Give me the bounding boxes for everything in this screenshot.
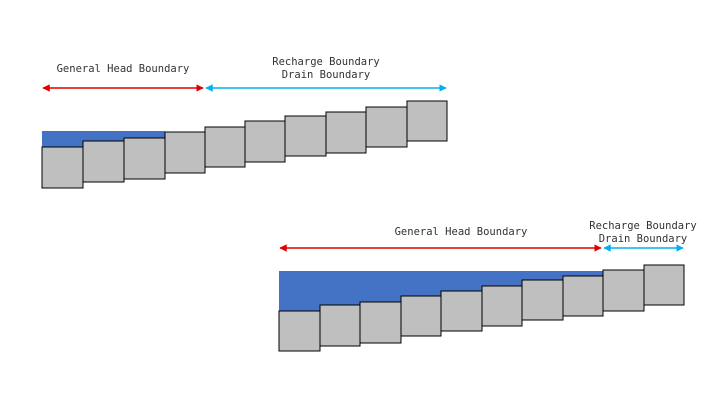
- top-cell-5: [204, 126, 246, 168]
- top-cell-10: [406, 100, 448, 142]
- bottom-cell-6: [481, 285, 523, 327]
- top-cell-2: [82, 140, 125, 183]
- bottom-cells: [278, 264, 685, 352]
- top-general-head-label: General Head Boundary: [57, 63, 190, 75]
- top-cell-6: [244, 120, 286, 163]
- top-cells: [41, 100, 448, 189]
- top-cell-1: [41, 146, 84, 189]
- top-cell-3: [123, 137, 166, 180]
- bottom-diagram: General Head Boundary Recharge Boundary …: [278, 220, 697, 352]
- bottom-cell-5: [440, 290, 483, 332]
- bottom-general-head-label: General Head Boundary: [395, 226, 528, 238]
- top-cell-8: [325, 111, 367, 154]
- bottom-cell-7: [521, 279, 564, 321]
- top-diagram: General Head Boundary Recharge Boundary …: [41, 56, 448, 189]
- bottom-cell-9: [602, 269, 645, 312]
- bottom-cell-3: [359, 301, 402, 344]
- top-cell-9: [365, 106, 408, 148]
- top-cell-4: [164, 131, 206, 174]
- bottom-cell-2: [319, 304, 361, 347]
- bottom-cell-1: [278, 310, 321, 352]
- bottom-cell-8: [562, 275, 604, 317]
- top-drain-label: Drain Boundary: [282, 69, 371, 81]
- bottom-drain-label: Drain Boundary: [599, 233, 688, 245]
- bottom-recharge-label: Recharge Boundary: [589, 220, 696, 232]
- bottom-cell-10: [643, 264, 685, 306]
- top-cell-7: [284, 115, 327, 157]
- top-recharge-label: Recharge Boundary: [272, 56, 379, 68]
- bottom-cell-4: [400, 295, 442, 337]
